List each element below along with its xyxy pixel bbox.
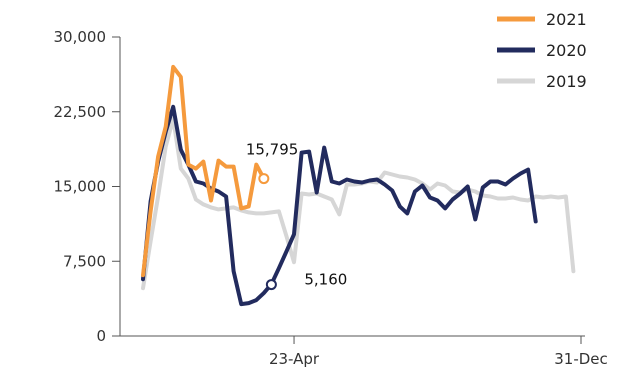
- y-tick-label: 0: [96, 327, 106, 345]
- y-tick-label: 30,000: [54, 28, 107, 46]
- data-label: 5,160: [304, 271, 347, 289]
- annotation-marker: [258, 173, 270, 185]
- annotation-layer: 15,795 5,160: [246, 141, 347, 291]
- annotation-marker: [265, 279, 277, 291]
- series-line-2021: [141, 64, 266, 278]
- x-tick-label: 31-Dec: [554, 350, 608, 368]
- y-tick-label: 15,000: [54, 178, 107, 196]
- x-tick-label: 23-Apr: [269, 350, 320, 368]
- legend: 2021 2020 2019: [497, 10, 587, 91]
- y-tick-label: 22,500: [54, 103, 107, 121]
- series-line-2019: [141, 116, 576, 291]
- legend-label-2020: 2020: [546, 41, 587, 60]
- y-tick-label: 7,500: [63, 252, 106, 270]
- legend-label-2019: 2019: [546, 72, 587, 91]
- axes: 0 7,500 15,000 22,500 30,000 23-Apr 31-Dec: [54, 28, 608, 368]
- series-layer: [141, 64, 576, 307]
- legend-label-2021: 2021: [546, 10, 587, 29]
- data-label: 15,795: [246, 141, 298, 159]
